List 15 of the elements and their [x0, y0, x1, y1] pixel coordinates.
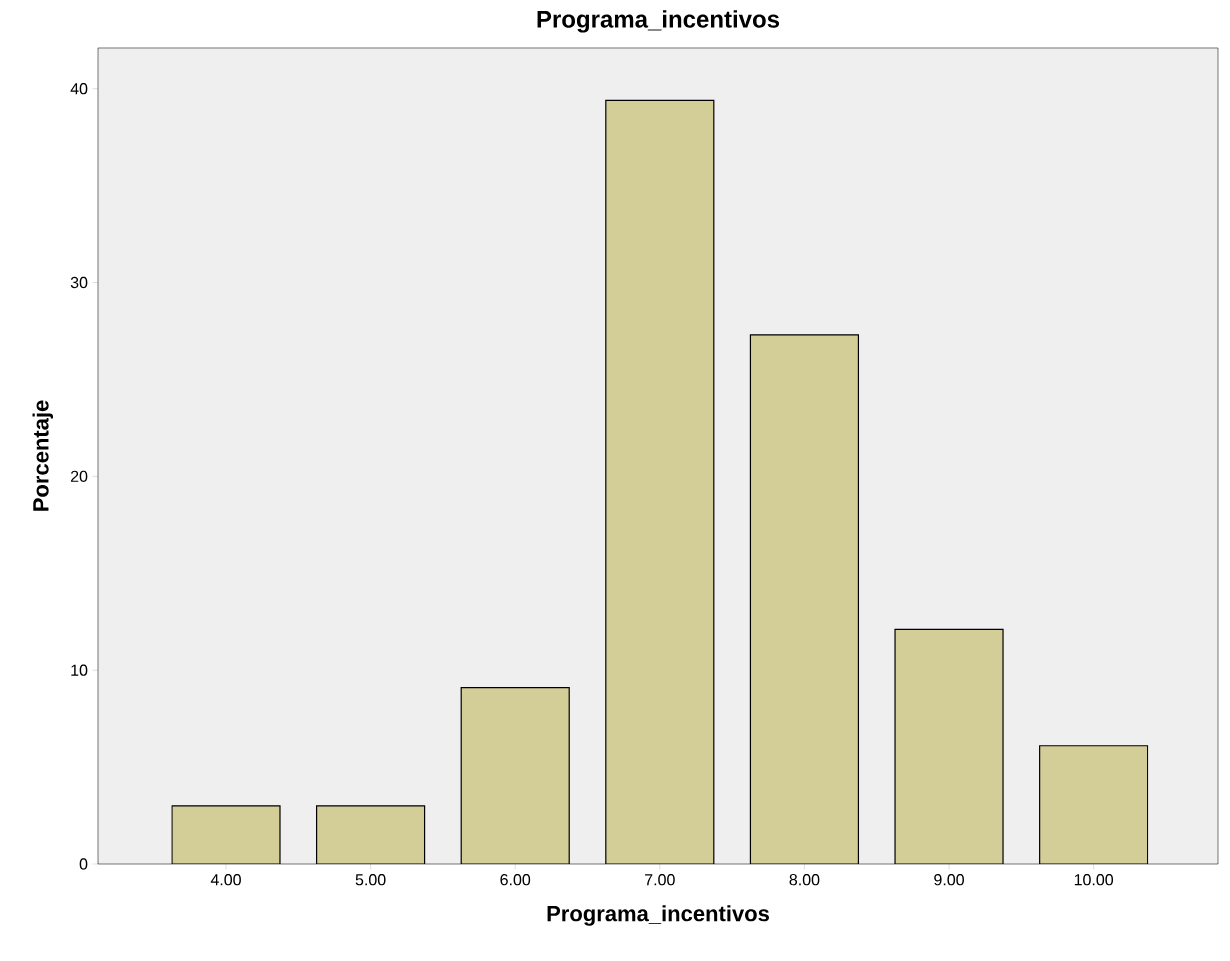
- y-tick-label: 40: [70, 83, 88, 95]
- x-tick-label: 4.00: [210, 874, 241, 886]
- x-tick-label: 5.00: [355, 874, 386, 886]
- chart-title: Programa_incentivos: [537, 10, 780, 33]
- y-tick-label: 30: [70, 276, 88, 289]
- x-tick-label: 7.00: [645, 874, 675, 886]
- y-tick-label: 0: [79, 858, 88, 870]
- x-tick-label: 10.00: [1074, 874, 1114, 886]
- y-axis-title: Porcentaje: [32, 400, 53, 511]
- y-tick-label: 10: [71, 664, 88, 676]
- x-tick-label: 6.00: [500, 874, 531, 886]
- x-tick-label: 8.00: [789, 874, 820, 886]
- y-tick-label: 20: [70, 470, 88, 482]
- x-tick-label: 9.00: [934, 874, 964, 886]
- x-axis-title: Programa_incentivos: [547, 905, 769, 926]
